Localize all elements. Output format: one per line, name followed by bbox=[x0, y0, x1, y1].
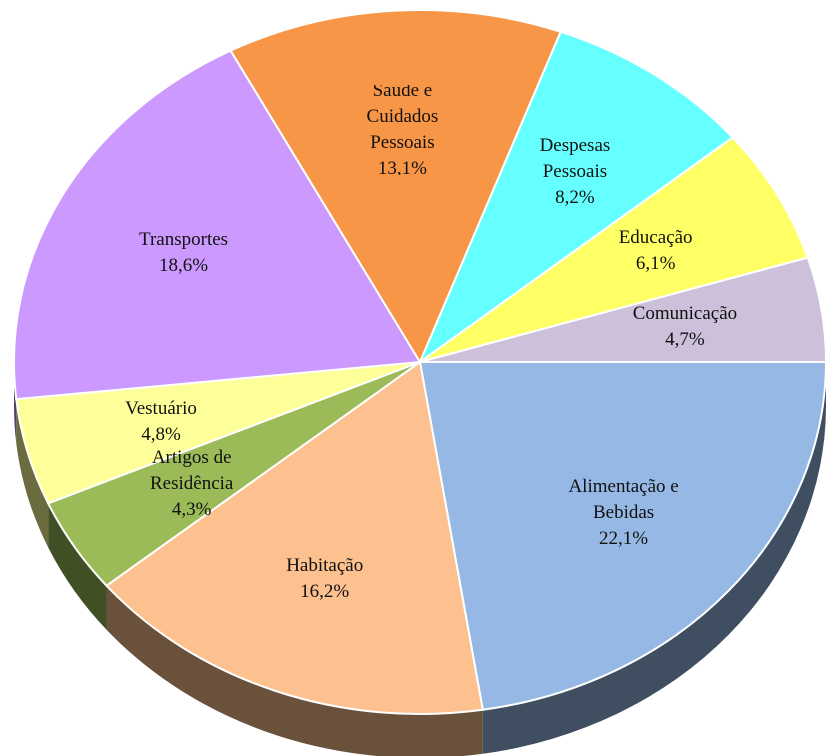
slice-side bbox=[16, 399, 49, 548]
label-box: Habitação 16,2% bbox=[240, 534, 410, 624]
category-label: Despesas Pessoais bbox=[539, 135, 611, 183]
category-label: Alimentação e Bebidas bbox=[568, 476, 679, 524]
category-label: Saúde e Cuidados Pessoais bbox=[366, 85, 439, 154]
label-box: Alimentação e Bebidas 22,1% bbox=[539, 468, 709, 558]
category-label: Transportes bbox=[139, 228, 229, 250]
label-box: Despesas Pessoais 8,2% bbox=[490, 127, 660, 217]
value-label: 13,1% bbox=[377, 158, 427, 176]
slice bbox=[417, 30, 735, 365]
data-label: Despesas Pessoais 8,2% bbox=[490, 127, 660, 217]
slice bbox=[229, 9, 563, 365]
slice bbox=[419, 136, 810, 363]
value-label: 18,6% bbox=[159, 254, 209, 276]
data-label: Alimentação e Bebidas 22,1% bbox=[539, 468, 709, 558]
label-box: Comunicação 4,7% bbox=[600, 282, 770, 372]
value-label: 4,3% bbox=[171, 498, 212, 520]
label-box: Vestuário 4,8% bbox=[76, 377, 246, 467]
category-label: Vestuário bbox=[125, 397, 197, 419]
label-box: Artigos de Residência 4,3% bbox=[107, 439, 277, 529]
value-label: 16,2% bbox=[300, 581, 350, 603]
data-label: Vestuário 4,8% bbox=[76, 377, 246, 467]
data-label: Comunicação 4,7% bbox=[600, 282, 770, 372]
category-label: Educação bbox=[618, 227, 693, 249]
label-box: Educação 6,1% bbox=[571, 206, 741, 296]
value-label: 8,2% bbox=[555, 187, 595, 209]
value-label: 4,7% bbox=[665, 329, 705, 351]
slice bbox=[104, 360, 484, 715]
value-label: 4,8% bbox=[141, 423, 181, 445]
slice bbox=[13, 49, 422, 401]
data-label: Educação 6,1% bbox=[571, 206, 741, 296]
label-box: Saúde e Cuidados Pessoais 13,1% bbox=[317, 85, 487, 175]
slice bbox=[419, 256, 828, 363]
category-label: Habitação bbox=[286, 555, 364, 577]
label-box: Transportes 18,6% bbox=[99, 208, 269, 298]
slice bbox=[418, 361, 828, 711]
value-label: 22,1% bbox=[599, 528, 649, 550]
value-label: 6,1% bbox=[635, 253, 676, 275]
category-label: Artigos de Residência bbox=[149, 446, 234, 494]
category-label: Comunicação bbox=[632, 303, 738, 325]
data-label: Saúde e Cuidados Pessoais 13,1% bbox=[317, 85, 487, 175]
data-label: Habitação 16,2% bbox=[240, 534, 410, 624]
slice-side bbox=[48, 503, 107, 630]
data-label: Artigos de Residência 4,3% bbox=[107, 439, 277, 529]
data-label: Transportes 18,6% bbox=[99, 208, 269, 298]
